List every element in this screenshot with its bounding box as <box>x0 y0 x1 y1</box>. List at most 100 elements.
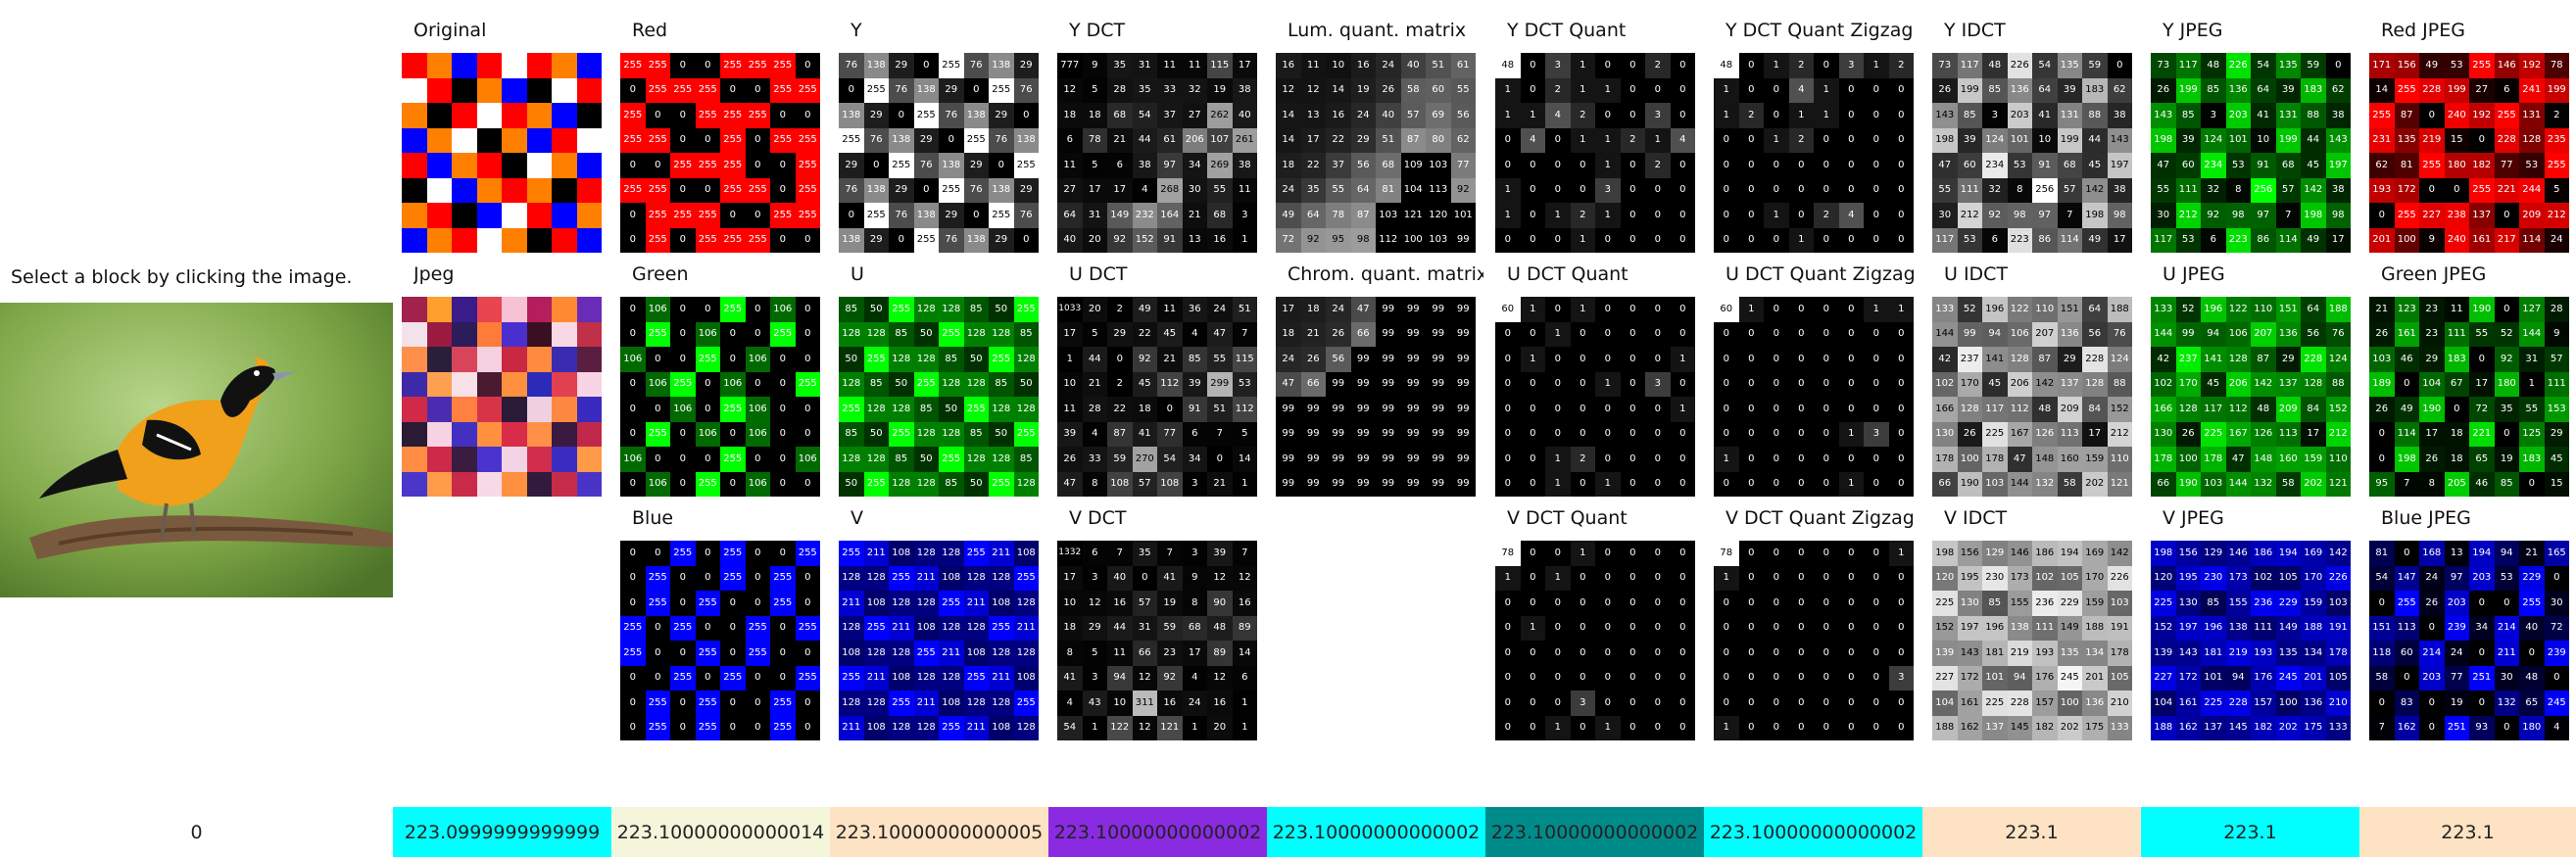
matrix-cell: 5 <box>1232 421 1257 447</box>
matrix-cell: 0 <box>1864 227 1889 253</box>
matrix-cell: 0 <box>720 203 746 228</box>
matrix-cell: 21 <box>1182 203 1207 228</box>
matrix-cell: 161 <box>1957 690 1982 716</box>
matrix-cell: 148 <box>2251 447 2276 472</box>
matrix-cell: 255 <box>770 715 796 740</box>
matrix-cell: 0 <box>1814 565 1839 591</box>
matrix-cell: 1332 <box>1057 541 1083 566</box>
matrix-cell: 0 <box>1520 565 1545 591</box>
matrix-cell: 99 <box>1957 321 1982 347</box>
matrix-cell: 0 <box>670 471 696 497</box>
matrix-cell: 160 <box>2057 447 2082 472</box>
matrix-cell: 0 <box>1814 715 1839 740</box>
matrix-cell: 55 <box>1207 347 1233 372</box>
matrix-cell: 214 <box>2494 615 2519 641</box>
matrix-cell: 128 <box>2175 397 2201 422</box>
matrix-cell: 2 <box>1107 297 1133 322</box>
block-label: Y DCT <box>1069 20 1126 41</box>
matrix-cell: 1 <box>1495 103 1521 128</box>
matrix-cell: 0 <box>795 227 820 253</box>
matrix-cell: 0 <box>1645 321 1671 347</box>
matrix-cell: 1 <box>1595 371 1621 397</box>
matrix-cell: 0 <box>1620 641 1645 666</box>
matrix-cell: 151 <box>2369 615 2395 641</box>
matrix-cell: 0 <box>1788 615 1814 641</box>
matrix-cell: 113 <box>1426 177 1451 203</box>
matrix-cell: 49 <box>2082 227 2108 253</box>
matrix-cell: 225 <box>1982 421 2008 447</box>
matrix-cell: 138 <box>963 103 989 128</box>
matrix-cell <box>552 103 577 128</box>
source-image[interactable] <box>0 303 393 597</box>
matrix-cell: 255 <box>720 297 746 322</box>
matrix-cell: 99 <box>1276 421 1301 447</box>
matrix-cell: 2 <box>1738 103 1764 128</box>
matrix-cell: 223 <box>2225 227 2251 253</box>
matrix-cell: 180 <box>2444 153 2469 178</box>
matrix-cell: 0 <box>1838 591 1864 616</box>
matrix-cell: 73 <box>2151 53 2176 78</box>
matrix-cell: 17 <box>1300 127 1326 153</box>
matrix-cell: 136 <box>2007 77 2032 103</box>
matrix-cell: 0 <box>1495 153 1521 178</box>
matrix-cell: 255 <box>839 541 864 566</box>
matrix-cell: 0 <box>1645 471 1671 497</box>
matrix-cell: 0 <box>795 591 820 616</box>
matrix-cell: 56 <box>1450 103 1476 128</box>
matrix-cell: 0 <box>1714 153 1739 178</box>
matrix-cell: 228 <box>2419 77 2445 103</box>
matrix-cell: 84 <box>2082 397 2108 422</box>
matrix-cell: 144 <box>1932 321 1958 347</box>
matrix-cell: 99 <box>1400 421 1426 447</box>
matrix-cell: 255 <box>645 690 670 716</box>
matrix-cell: 0 <box>1888 177 1914 203</box>
matrix-cell: 29 <box>889 53 914 78</box>
block-label: Green JPEG <box>2381 263 2487 285</box>
matrix-cell: 106 <box>620 347 646 372</box>
matrix-cell: 0 <box>1888 615 1914 641</box>
matrix-cell <box>426 371 452 397</box>
block-label: U IDCT <box>1944 263 2009 285</box>
matrix-cell: 0 <box>1738 227 1764 253</box>
matrix-cell: 100 <box>2057 690 2082 716</box>
matrix-cell: 117 <box>2175 53 2201 78</box>
matrix-cell: 0 <box>889 103 914 128</box>
matrix-cell: 87 <box>1400 127 1426 153</box>
matrix-cell: 255 <box>720 397 746 422</box>
matrix-cell: 133 <box>1932 297 1958 322</box>
matrix-cell: 1 <box>1888 541 1914 566</box>
matrix-cell: 4 <box>1182 321 1207 347</box>
block-matrix: 85 50 255 128 128 85 50 255 128 128 85 50 255 128 128 8… <box>839 297 1039 497</box>
matrix-cell: 0 <box>695 615 720 641</box>
matrix-cell: 1 <box>1545 321 1571 347</box>
matrix-cell: 39 <box>1957 127 1982 153</box>
matrix-cell <box>402 347 427 372</box>
matrix-cell: 255 <box>863 615 889 641</box>
matrix-cell: 128 <box>939 421 964 447</box>
matrix-cell: 0 <box>1888 591 1914 616</box>
matrix-cell: 99 <box>1376 321 1401 347</box>
matrix-cell: 0 <box>1670 690 1695 716</box>
matrix-cell: 13 <box>1300 103 1326 128</box>
matrix-cell: 45 <box>1157 321 1183 347</box>
matrix-cell: 255 <box>963 541 989 566</box>
block-label: Blue JPEG <box>2381 507 2471 529</box>
matrix-cell: 0 <box>1814 641 1839 666</box>
matrix-cell: 1 <box>1595 77 1621 103</box>
matrix-cell: 68 <box>2275 153 2301 178</box>
block-label: Y IDCT <box>1944 20 2006 41</box>
matrix-cell: 78 <box>1082 127 1107 153</box>
matrix-cell: 48 <box>1714 53 1739 78</box>
block-label: Green <box>632 263 689 285</box>
matrix-cell: 138 <box>963 227 989 253</box>
matrix-cell: 141 <box>2201 347 2226 372</box>
matrix-cell: 99 <box>1350 447 1376 472</box>
matrix-cell: 144 <box>2519 321 2545 347</box>
matrix-cell: 85 <box>963 297 989 322</box>
matrix-cell: 106 <box>620 447 646 472</box>
matrix-cell: 255 <box>645 565 670 591</box>
matrix-cell <box>552 371 577 397</box>
matrix-cell: 255 <box>795 541 820 566</box>
matrix-cell: 1 <box>1714 103 1739 128</box>
matrix-cell <box>526 77 552 103</box>
